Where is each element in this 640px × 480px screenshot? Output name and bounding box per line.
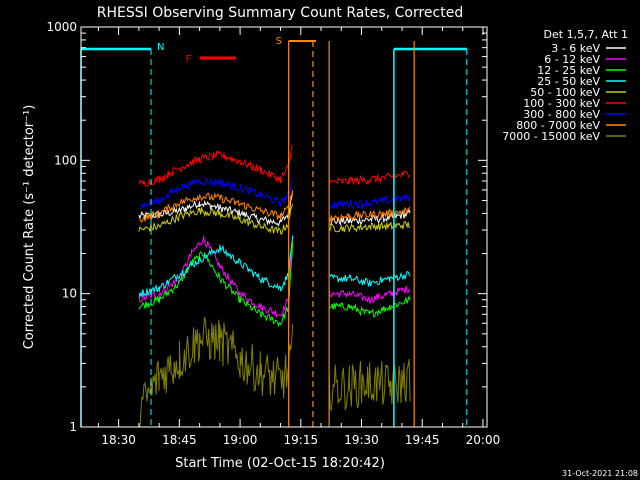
series-4-segment-2 (328, 270, 411, 287)
observing-annotations: N F S (80, 36, 468, 427)
footer-date: 31-Oct-2021 21:08 (562, 469, 638, 478)
y-tick-label-2: 10 (62, 287, 77, 301)
series-6 (138, 144, 411, 187)
legend-label-7: 300 - 800 keV (523, 108, 600, 121)
series-7-segment-2 (328, 193, 411, 210)
x-tick-label-4: 19:15 (284, 433, 319, 447)
x-tick-label-1: 18:30 (101, 433, 136, 447)
series-7-segment-1 (138, 177, 294, 210)
legend-title: Det 1,5,7, Att 1 (544, 28, 628, 41)
series-3 (138, 241, 411, 328)
x-axis-label: Start Time (02-Oct-15 18:20:42) (175, 456, 385, 471)
series-2-segment-2 (328, 285, 411, 305)
legend-label-6: 100 - 300 keV (523, 97, 600, 110)
series-5 (138, 204, 411, 235)
x-tick-label-3: 19:00 (223, 433, 258, 447)
y-tick-label-3: 100 (54, 153, 77, 167)
series-1 (138, 192, 411, 227)
x-tick-label-6: 19:45 (405, 433, 440, 447)
series-8-segment-1 (138, 190, 294, 223)
series-5-segment-1 (138, 204, 294, 235)
chart-title: RHESSI Observing Summary Count Rates, Co… (97, 5, 463, 21)
night-label: N (157, 42, 164, 53)
y-axis-label: Corrected Count Rate (s⁻¹ detector⁻¹) (22, 105, 37, 350)
axes: 18:30 18:45 19:00 19:15 19:30 19:45 20:00 1 10 10… (46, 20, 500, 447)
series-7 (138, 177, 411, 210)
series-4-segment-1 (138, 235, 294, 299)
series-6-segment-2 (328, 170, 411, 186)
x-tick-label-2: 18:45 (162, 433, 197, 447)
y-tick-label-1: 1 (69, 420, 77, 434)
legend-label-2: 6 - 12 keV (544, 53, 600, 66)
series-1-segment-2 (329, 208, 411, 226)
series-4 (138, 235, 411, 299)
legend-label-1: 3 - 6 keV (551, 42, 600, 55)
series-2-segment-1 (138, 235, 294, 319)
series-2 (138, 235, 411, 319)
saa-label: S (276, 36, 282, 47)
series-9-segment-1 (138, 316, 294, 428)
series-9 (138, 316, 411, 428)
series-8-segment-2 (328, 206, 411, 222)
legend-label-8: 800 - 7000 keV (516, 119, 600, 132)
series-6-segment-1 (138, 144, 294, 187)
series-8 (138, 190, 411, 223)
series-5-segment-2 (328, 220, 411, 233)
series-9-segment-2 (328, 358, 411, 412)
plot-area (138, 144, 411, 428)
series-3-segment-2 (329, 295, 411, 318)
flare-label: F (186, 54, 192, 65)
legend-label-9: 7000 - 15000 keV (502, 130, 600, 143)
legend-label-4: 25 - 50 keV (537, 75, 600, 88)
y-tick-label-4: 1000 (46, 20, 77, 34)
series-3-segment-1 (138, 241, 294, 328)
x-tick-label-5: 19:30 (344, 433, 379, 447)
legend-label-5: 50 - 100 keV (530, 86, 600, 99)
series-1-segment-1 (138, 192, 294, 227)
legend-label-3: 12 - 25 keV (537, 64, 600, 77)
plot-frame (80, 26, 488, 428)
x-tick-label-7: 20:00 (466, 433, 501, 447)
